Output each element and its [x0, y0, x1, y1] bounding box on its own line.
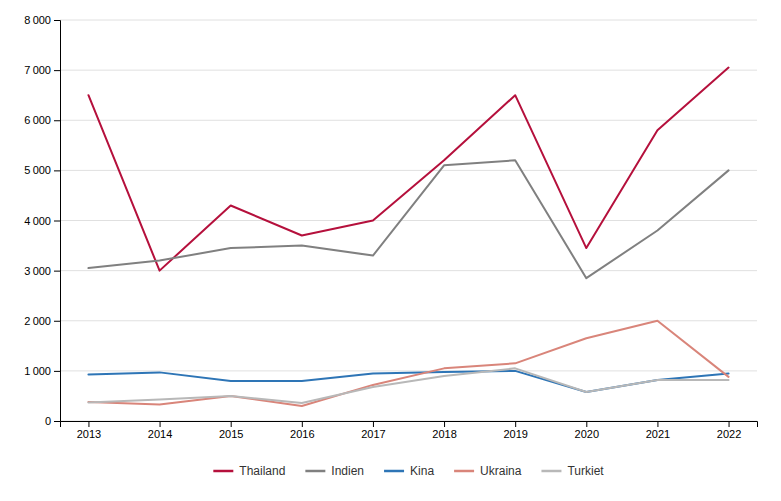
- tick: 2020: [575, 421, 599, 440]
- legend-swatch: [541, 470, 561, 473]
- legend-label: Ukraina: [480, 464, 522, 478]
- tick: 7 000: [24, 64, 60, 76]
- tick-label: 2014: [148, 428, 172, 440]
- legend: Thailand Indien Kina Ukraina Turkiet: [213, 464, 604, 478]
- tick-mark: [54, 20, 60, 21]
- legend-swatch: [454, 470, 474, 473]
- tick-label: 2019: [503, 428, 527, 440]
- tick-mark: [54, 70, 60, 71]
- tick: 3 000: [24, 265, 60, 277]
- legend-item: Kina: [384, 464, 434, 478]
- tick-label: 2016: [290, 428, 314, 440]
- tick-label: 2013: [77, 428, 101, 440]
- tick-mark: [657, 421, 658, 427]
- legend-label: Kina: [410, 464, 434, 478]
- legend-label: Thailand: [239, 464, 285, 478]
- legend-swatch: [213, 470, 233, 473]
- grid-line: [60, 70, 757, 71]
- tick-mark: [54, 321, 60, 322]
- legend-label: Turkiet: [567, 464, 604, 478]
- grid-line: [60, 220, 757, 221]
- y-axis: 0 1 000 2 000 3 000 4 000 5 000 6 000 7 000 8 00…: [24, 14, 60, 427]
- tick-label: 2021: [646, 428, 670, 440]
- tick: 1 000: [24, 365, 60, 377]
- tick-mark: [54, 221, 60, 222]
- series-line: [88, 368, 728, 403]
- legend-swatch: [305, 470, 325, 473]
- legend-swatch: [384, 470, 404, 473]
- tick: 2021: [646, 421, 670, 440]
- tick-mark: [444, 421, 445, 427]
- tick: 2016: [290, 421, 314, 440]
- tick: 2019: [503, 421, 527, 440]
- tick-mark: [586, 421, 587, 427]
- tick: 5 000: [24, 164, 60, 176]
- tick-label: 6 000: [24, 114, 51, 126]
- series-group: [88, 68, 728, 406]
- tick-label: 3 000: [24, 265, 51, 277]
- tick: 8 000: [24, 14, 60, 26]
- grid-line: [60, 270, 757, 271]
- tick-mark: [54, 170, 60, 171]
- tick-label: 2018: [432, 428, 456, 440]
- tick-label: 2020: [575, 428, 599, 440]
- tick: 2022: [717, 421, 741, 440]
- tick-label: 4 000: [24, 215, 51, 227]
- tick-mark: [88, 421, 89, 427]
- x-axis: 2013 2014 2015 2016 2017 2018 2019 2020 2021 2022: [61, 421, 758, 440]
- chart: 2013 2014 2015 2016 2017 2018 2019 2020 2021 2022…: [0, 0, 781, 501]
- legend-item: Turkiet: [541, 464, 604, 478]
- grid-line: [60, 120, 757, 121]
- tick: 0: [45, 415, 60, 427]
- tick-mark: [160, 421, 161, 427]
- tick-label: 2017: [361, 428, 385, 440]
- legend-item: Indien: [305, 464, 364, 478]
- tick: 4 000: [24, 215, 60, 227]
- plot: 2013 2014 2015 2016 2017 2018 2019 2020 2021 2022…: [24, 14, 757, 440]
- tick-mark: [54, 271, 60, 272]
- tick-mark: [54, 421, 60, 422]
- tick-label: 2015: [219, 428, 243, 440]
- tick-mark: [231, 421, 232, 427]
- axis-line: [54, 21, 61, 422]
- grid-line: [60, 370, 757, 371]
- series-line: [88, 321, 728, 406]
- tick: 2017: [361, 421, 385, 440]
- tick: 2015: [219, 421, 243, 440]
- tick-mark: [54, 371, 60, 372]
- tick-mark: [373, 421, 374, 427]
- tick-label: 8 000: [24, 14, 51, 26]
- legend-label: Indien: [331, 464, 364, 478]
- tick-label: 0: [45, 415, 51, 427]
- tick-mark: [515, 421, 516, 427]
- tick-label: 5 000: [24, 164, 51, 176]
- tick-label: 1 000: [24, 365, 51, 377]
- tick-label: 7 000: [24, 64, 51, 76]
- tick: 2 000: [24, 315, 60, 327]
- tick: 2013: [77, 421, 101, 440]
- grid-line: [60, 20, 757, 21]
- series-line: [88, 68, 728, 271]
- tick-label: 2022: [717, 428, 741, 440]
- tick: 2018: [432, 421, 456, 440]
- series-line: [88, 160, 728, 278]
- grid-line: [60, 170, 757, 171]
- legend-item: Thailand: [213, 464, 285, 478]
- axis-line: [61, 422, 758, 428]
- tick-mark: [302, 421, 303, 427]
- tick-mark: [729, 421, 730, 427]
- tick-label: 2 000: [24, 315, 51, 327]
- grid: [60, 20, 757, 421]
- tick: 2014: [148, 421, 172, 440]
- tick: 6 000: [24, 114, 60, 126]
- tick-mark: [54, 120, 60, 121]
- legend-item: Ukraina: [454, 464, 522, 478]
